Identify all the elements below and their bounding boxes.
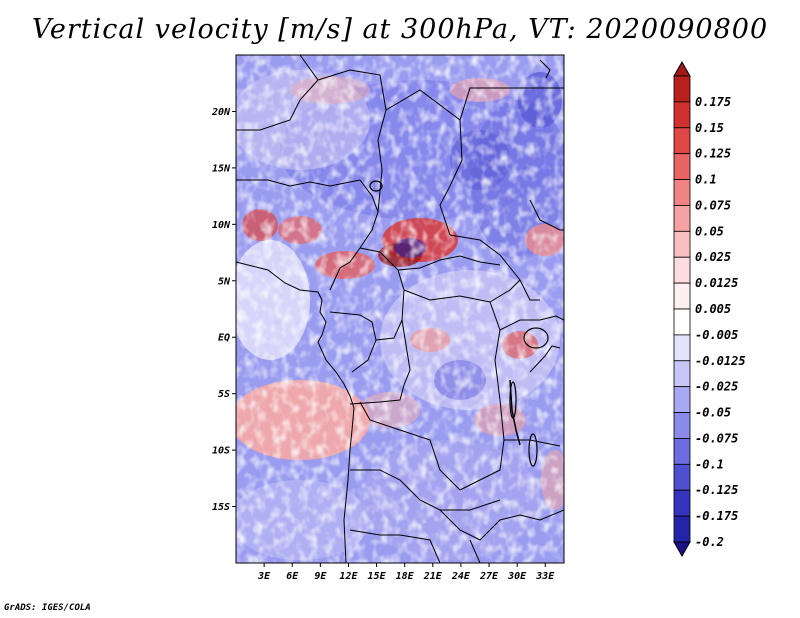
- colorbar-label: 0.15: [695, 121, 724, 135]
- lat-tick-label: 15N: [212, 163, 231, 174]
- longitude-axis: 3E 6E 9E 12E 15E 18E 21E 24E 27E 30E 33E: [257, 563, 555, 582]
- colorbar-swatch: [673, 463, 691, 491]
- colorbar-label: -0.125: [695, 483, 738, 497]
- lat-tick-label: 10S: [212, 446, 230, 457]
- lon-tick-label: 12E: [339, 571, 358, 582]
- lon-tick-label: 15E: [368, 571, 387, 582]
- colorbar-label: -0.075: [695, 431, 738, 445]
- colorbar-swatch: [673, 386, 691, 413]
- lat-tick-label: 15S: [212, 502, 230, 513]
- colorbar-swatch: [673, 127, 691, 155]
- lat-tick-label: 20N: [211, 107, 231, 118]
- lon-tick-label: 18E: [396, 571, 415, 582]
- colorbar-label: -0.175: [695, 509, 738, 523]
- lon-tick-label: 21E: [423, 571, 443, 582]
- colorbar-swatch: [673, 153, 691, 180]
- colorbar-swatch: [673, 256, 691, 284]
- colorbar-swatch: [673, 438, 691, 465]
- colorbar-swatch: [673, 489, 691, 517]
- colorbar-label: -0.1: [695, 457, 724, 471]
- colorbar-label: -0.2: [695, 535, 724, 549]
- colorbar-label: -0.005: [695, 328, 738, 342]
- lat-tick-label: EQ: [218, 333, 230, 344]
- colorbar-swatch: [673, 205, 691, 232]
- colorbar-label: 0.05: [695, 224, 724, 238]
- map-title: Vertical velocity [m/s] at 300hPa, VT: 2…: [31, 14, 769, 45]
- colorbar-swatch: [673, 179, 691, 206]
- colorbar-min-arrow: [673, 541, 691, 558]
- vertical-velocity-field: [236, 55, 564, 563]
- lon-tick-label: 3E: [257, 571, 271, 582]
- colorbar-label: -0.0125: [695, 354, 746, 368]
- lon-tick-label: 24E: [451, 571, 471, 582]
- colorbar-swatch: [673, 75, 691, 103]
- colorbar-label: -0.025: [695, 380, 738, 394]
- lakes: [369, 180, 549, 467]
- lon-tick-label: 27E: [479, 571, 499, 582]
- country-borders: [236, 55, 564, 563]
- colorbar-swatch: [673, 101, 691, 129]
- colorbar-label: 0.025: [695, 250, 731, 264]
- lat-tick-label: 5N: [218, 276, 231, 287]
- colorbar-label: 0.005: [695, 302, 731, 316]
- colorbar-label: 0.175: [695, 95, 731, 109]
- colorbar-label: 0.1: [695, 173, 717, 187]
- lon-tick-label: 33E: [535, 571, 555, 582]
- lon-tick-label: 9E: [314, 571, 327, 582]
- lon-tick-label: 6E: [286, 571, 299, 582]
- colorbar-swatch: [673, 412, 691, 439]
- colorbar-swatch: [673, 308, 691, 336]
- lat-tick-label: 5S: [218, 389, 230, 400]
- latitude-axis: 20N 15N 10N 5N EQ 5S 10S 15S: [211, 107, 236, 513]
- colorbar-max-arrow: [673, 60, 691, 77]
- lon-tick-label: 30E: [507, 571, 527, 582]
- map-frame: [235, 54, 565, 564]
- colorbar-swatch: [673, 230, 691, 258]
- colorbar-label: 0.0125: [695, 276, 738, 290]
- colorbar-swatch: [673, 515, 691, 543]
- lat-tick-label: 10N: [212, 220, 231, 231]
- software-credit: GrADS: IGES/COLA: [4, 603, 91, 613]
- colorbar-label: 0.075: [695, 198, 731, 212]
- colorbar-swatch: [673, 282, 691, 310]
- colorbar: 0.175 0.15 0.125 0.1 0.075 0.05 0.025 0.0125 0.0…: [673, 60, 746, 558]
- colorbar-swatch: [673, 360, 691, 388]
- colorbar-label: -0.05: [695, 406, 731, 420]
- colorbar-swatch: [673, 334, 691, 362]
- colorbar-label: 0.125: [695, 147, 731, 161]
